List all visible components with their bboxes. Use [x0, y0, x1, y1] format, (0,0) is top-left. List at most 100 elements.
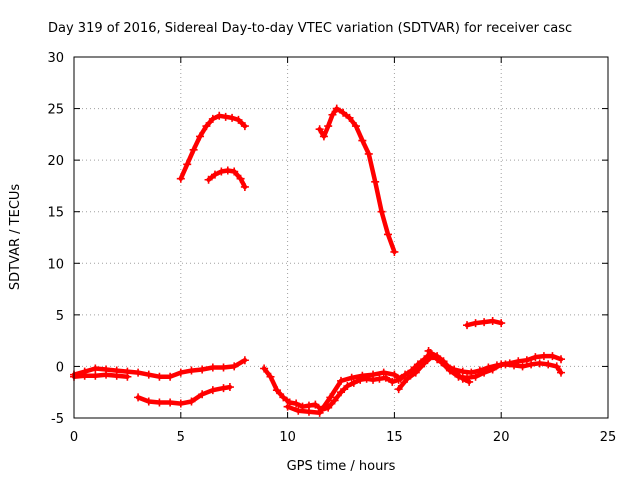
data-point-marker — [326, 393, 335, 402]
data-point-marker — [198, 365, 207, 374]
data-point-marker — [433, 355, 442, 364]
data-point-marker — [379, 368, 388, 377]
data-point-marker — [217, 167, 226, 176]
data-point-marker — [471, 372, 480, 381]
data-point-marker — [315, 408, 324, 417]
data-point-marker — [279, 393, 288, 402]
x-tick-label: 20 — [493, 430, 510, 445]
data-point-marker — [204, 175, 213, 184]
series-line — [135, 384, 233, 406]
data-point-marker — [283, 402, 292, 411]
data-point-marker — [221, 112, 230, 121]
data-point-marker — [208, 363, 217, 372]
y-tick-label: -5 — [51, 412, 64, 427]
data-point-marker — [219, 363, 228, 372]
data-point-marker — [390, 370, 399, 379]
data-point-marker — [497, 319, 506, 328]
data-point-marker — [557, 368, 566, 377]
data-point-marker — [208, 114, 217, 123]
data-point-marker — [347, 373, 356, 382]
y-axis-label: SDTVAR / TECUs — [8, 184, 23, 291]
data-series — [70, 104, 566, 417]
data-point-marker — [219, 384, 228, 393]
data-point-marker — [492, 361, 501, 370]
series-arc-upper-2 — [204, 166, 249, 191]
data-point-marker — [424, 346, 433, 355]
data-point-marker — [208, 386, 217, 395]
data-point-marker — [144, 370, 153, 379]
series-arc-low-7 — [424, 346, 566, 377]
data-point-marker — [471, 319, 480, 328]
axis-ticks: 0 5 10 15 20 25 -5 0 5 10 15 20 25 30 — [47, 51, 616, 445]
x-tick-label: 5 — [177, 430, 185, 445]
data-point-marker — [337, 376, 345, 385]
data-point-marker — [484, 363, 493, 372]
data-point-marker — [215, 111, 224, 120]
data-point-marker — [144, 397, 153, 406]
data-point-marker — [371, 177, 380, 186]
data-point-marker — [123, 372, 132, 381]
data-point-marker — [332, 104, 341, 113]
data-point-marker — [324, 122, 333, 131]
data-point-marker — [272, 386, 281, 395]
data-point-marker — [319, 132, 328, 141]
series-arc-low-3 — [134, 383, 234, 408]
data-point-marker — [450, 365, 459, 374]
y-tick-label: 10 — [47, 257, 64, 272]
data-point-marker — [420, 359, 429, 368]
x-tick-label: 15 — [386, 430, 403, 445]
data-point-marker — [155, 398, 164, 407]
data-point-marker — [202, 122, 211, 131]
data-point-marker — [557, 355, 566, 364]
data-point-marker — [91, 371, 100, 380]
data-point-marker — [377, 207, 386, 216]
data-point-marker — [475, 366, 484, 375]
y-tick-label: 25 — [47, 103, 64, 118]
data-point-marker — [527, 360, 536, 369]
data-point-marker — [198, 390, 207, 399]
data-point-marker — [364, 149, 373, 158]
series-arc-upper-1 — [176, 111, 249, 183]
data-point-marker — [548, 352, 557, 361]
data-point-marker — [383, 230, 392, 239]
data-point-marker — [339, 108, 348, 117]
data-point-marker — [166, 398, 175, 407]
data-point-marker — [480, 318, 489, 327]
data-point-marker — [196, 132, 205, 141]
grid — [74, 57, 608, 418]
data-point-marker — [230, 362, 239, 371]
data-point-marker — [458, 367, 467, 376]
series-arc-upper-3 — [315, 104, 399, 256]
data-point-marker — [236, 174, 245, 183]
data-point-marker — [454, 372, 463, 381]
data-point-marker — [176, 368, 185, 377]
data-point-marker — [80, 371, 89, 380]
data-point-marker — [234, 115, 243, 124]
data-point-marker — [328, 110, 337, 119]
data-point-marker — [358, 136, 367, 145]
series-arc-mid — [463, 317, 506, 330]
data-point-marker — [349, 378, 358, 387]
data-point-marker — [441, 361, 450, 370]
data-point-marker — [225, 383, 234, 392]
data-point-marker — [240, 182, 249, 191]
data-point-marker — [223, 166, 232, 175]
data-point-marker — [189, 145, 198, 154]
data-point-marker — [102, 370, 111, 379]
data-point-marker — [337, 388, 345, 397]
data-point-marker — [390, 247, 399, 256]
data-point-marker — [228, 113, 237, 122]
data-point-marker — [155, 372, 164, 381]
data-point-marker — [345, 113, 354, 122]
data-point-marker — [294, 406, 303, 415]
data-point-marker — [166, 372, 175, 381]
data-point-marker — [467, 368, 476, 377]
data-point-marker — [535, 359, 544, 368]
data-point-marker — [369, 370, 378, 379]
y-tick-label: 20 — [47, 154, 64, 169]
data-point-marker — [176, 174, 185, 183]
data-point-marker — [176, 399, 185, 408]
series-arc-low-1 — [70, 356, 249, 381]
data-point-marker — [351, 122, 360, 131]
